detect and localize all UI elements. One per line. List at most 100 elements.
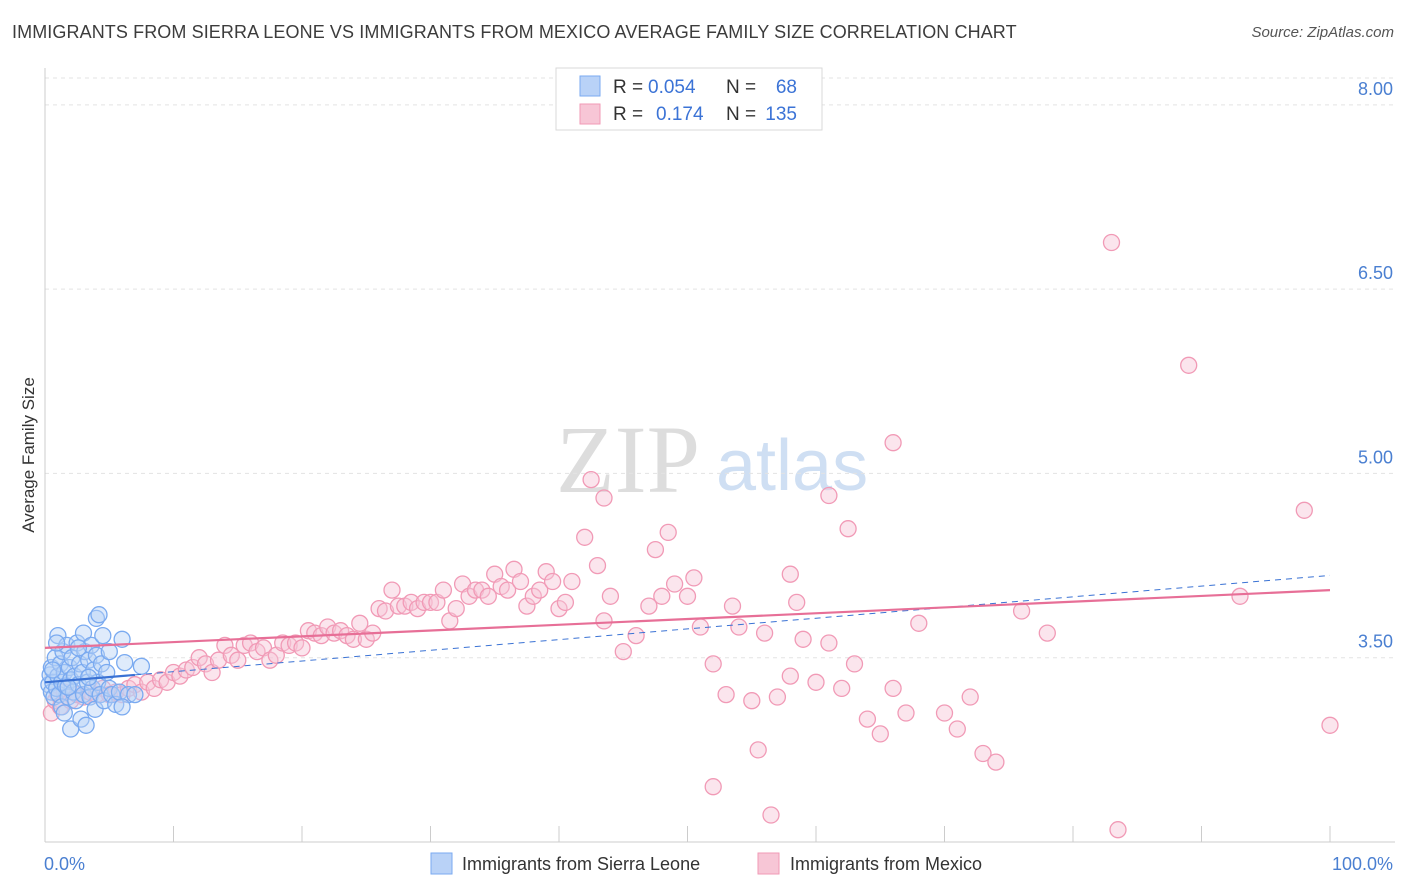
point-sierra-leone-34 <box>77 716 95 734</box>
legend-n-value-2: 135 <box>765 104 797 125</box>
point-mexico-122 <box>1102 233 1121 252</box>
legend-r-value-1: 0.054 <box>648 77 696 98</box>
bottom-legend-label-sierra-leone: Immigrants from Sierra Leone <box>462 854 700 874</box>
point-mexico-131 <box>1231 587 1249 605</box>
bottom-legend: Immigrants from Sierra Leone Immigrants … <box>430 852 982 875</box>
y-tick-label-2: 6.50 <box>1358 263 1393 283</box>
bottom-legend-swatch-sierra-leone <box>430 852 453 875</box>
point-mexico-70 <box>479 587 497 605</box>
legend-box: R = 0.054 N = 68 R = 0.174 N = 135 <box>555 67 823 131</box>
point-mexico-99 <box>755 624 774 642</box>
y-tick-label-3: 8.00 <box>1358 79 1393 99</box>
point-mexico-108 <box>871 725 889 743</box>
point-mexico-106 <box>845 655 864 673</box>
y-tick-labels: 3.50 5.00 6.50 8.00 <box>1358 79 1393 652</box>
point-sierra-leone-48 <box>94 626 112 645</box>
point-mexico-138 <box>723 597 742 615</box>
point-mexico-119 <box>749 741 767 759</box>
point-sierra-leone-56 <box>116 653 134 672</box>
point-mexico-65 <box>447 599 465 618</box>
point-mexico-102 <box>794 630 812 648</box>
point-mexico-91 <box>653 587 671 605</box>
point-mexico-22 <box>171 667 189 685</box>
point-mexico-110 <box>897 704 915 722</box>
point-mexico-124 <box>884 434 902 452</box>
point-mexico-133 <box>1321 716 1339 734</box>
point-mexico-88 <box>614 642 632 661</box>
point-mexico-118 <box>1038 624 1056 642</box>
point-mexico-117 <box>1012 602 1031 620</box>
point-mexico-125 <box>820 486 838 505</box>
point-mexico-89 <box>627 626 645 645</box>
point-mexico-132 <box>1295 501 1313 519</box>
point-mexico-129 <box>646 540 665 559</box>
point-mexico-83 <box>563 572 581 591</box>
point-mexico-55 <box>383 581 401 599</box>
point-mexico-92 <box>665 575 684 593</box>
axes <box>44 68 1395 843</box>
point-mexico-54 <box>376 602 395 620</box>
point-mexico-121 <box>762 806 780 824</box>
point-mexico-112 <box>935 704 954 722</box>
point-mexico-134 <box>1109 821 1127 839</box>
point-mexico-77 <box>524 587 542 605</box>
point-mexico-81 <box>550 599 568 618</box>
point-mexico-50 <box>351 614 369 632</box>
point-mexico-95 <box>704 655 722 673</box>
point-mexico-51 <box>357 630 375 648</box>
point-mexico-90 <box>640 597 658 615</box>
point-mexico-86 <box>595 612 613 630</box>
legend-n-value-1: 68 <box>776 77 797 98</box>
point-mexico-61 <box>421 593 440 612</box>
point-mexico-84 <box>576 528 594 546</box>
point-mexico-96 <box>717 685 735 704</box>
point-sierra-leone-66 <box>44 661 62 679</box>
legend-swatch-sierra-leone <box>579 75 601 97</box>
point-sierra-leone-67 <box>113 698 131 716</box>
point-sierra-leone-59 <box>132 657 151 675</box>
point-mexico-97 <box>730 618 748 636</box>
point-mexico-76 <box>518 597 536 615</box>
point-mexico-58 <box>402 593 420 612</box>
point-mexico-63 <box>434 581 453 599</box>
trend-solid-sierra-leone <box>44 673 136 684</box>
point-sierra-leone-47 <box>92 655 111 673</box>
point-mexico-126 <box>839 520 857 538</box>
point-mexico-136 <box>788 593 806 612</box>
point-sierra-leone-62 <box>69 639 88 657</box>
x-tick-label-min: 0.0% <box>44 854 85 874</box>
point-mexico-85 <box>588 556 607 575</box>
point-mexico-25 <box>190 649 208 667</box>
point-mexico-60 <box>415 593 433 612</box>
series-mexico-points <box>42 233 1339 839</box>
point-mexico-105 <box>833 679 851 698</box>
chart-source: Source: ZipAtlas.com <box>1251 24 1394 41</box>
point-mexico-80 <box>543 572 562 591</box>
point-mexico-31 <box>229 651 247 669</box>
point-sierra-leone-45 <box>90 606 108 624</box>
legend-r-label-2: R = <box>613 104 643 125</box>
point-mexico-100 <box>768 688 787 706</box>
y-tick-label-1: 5.00 <box>1358 447 1393 467</box>
point-mexico-128 <box>595 489 613 507</box>
legend-swatch-mexico <box>579 103 601 125</box>
point-mexico-103 <box>807 673 825 691</box>
point-mexico-87 <box>601 587 620 605</box>
point-mexico-93 <box>678 587 697 605</box>
point-sierra-leone-60 <box>100 642 118 661</box>
y-tick-label-0: 3.50 <box>1358 632 1393 652</box>
point-mexico-29 <box>216 636 234 655</box>
point-mexico-24 <box>184 658 202 677</box>
point-mexico-107 <box>858 710 877 728</box>
point-mexico-79 <box>537 563 555 581</box>
point-sierra-leone-61 <box>55 704 73 722</box>
point-mexico-104 <box>820 634 838 652</box>
trend-dashed-sierra-leone <box>134 574 1331 676</box>
point-sierra-leone-42 <box>87 646 106 664</box>
point-mexico-98 <box>743 692 761 710</box>
point-mexico-115 <box>974 744 992 763</box>
point-mexico-101 <box>781 667 799 685</box>
x-ticks <box>44 826 1331 842</box>
point-mexico-75 <box>511 572 530 591</box>
